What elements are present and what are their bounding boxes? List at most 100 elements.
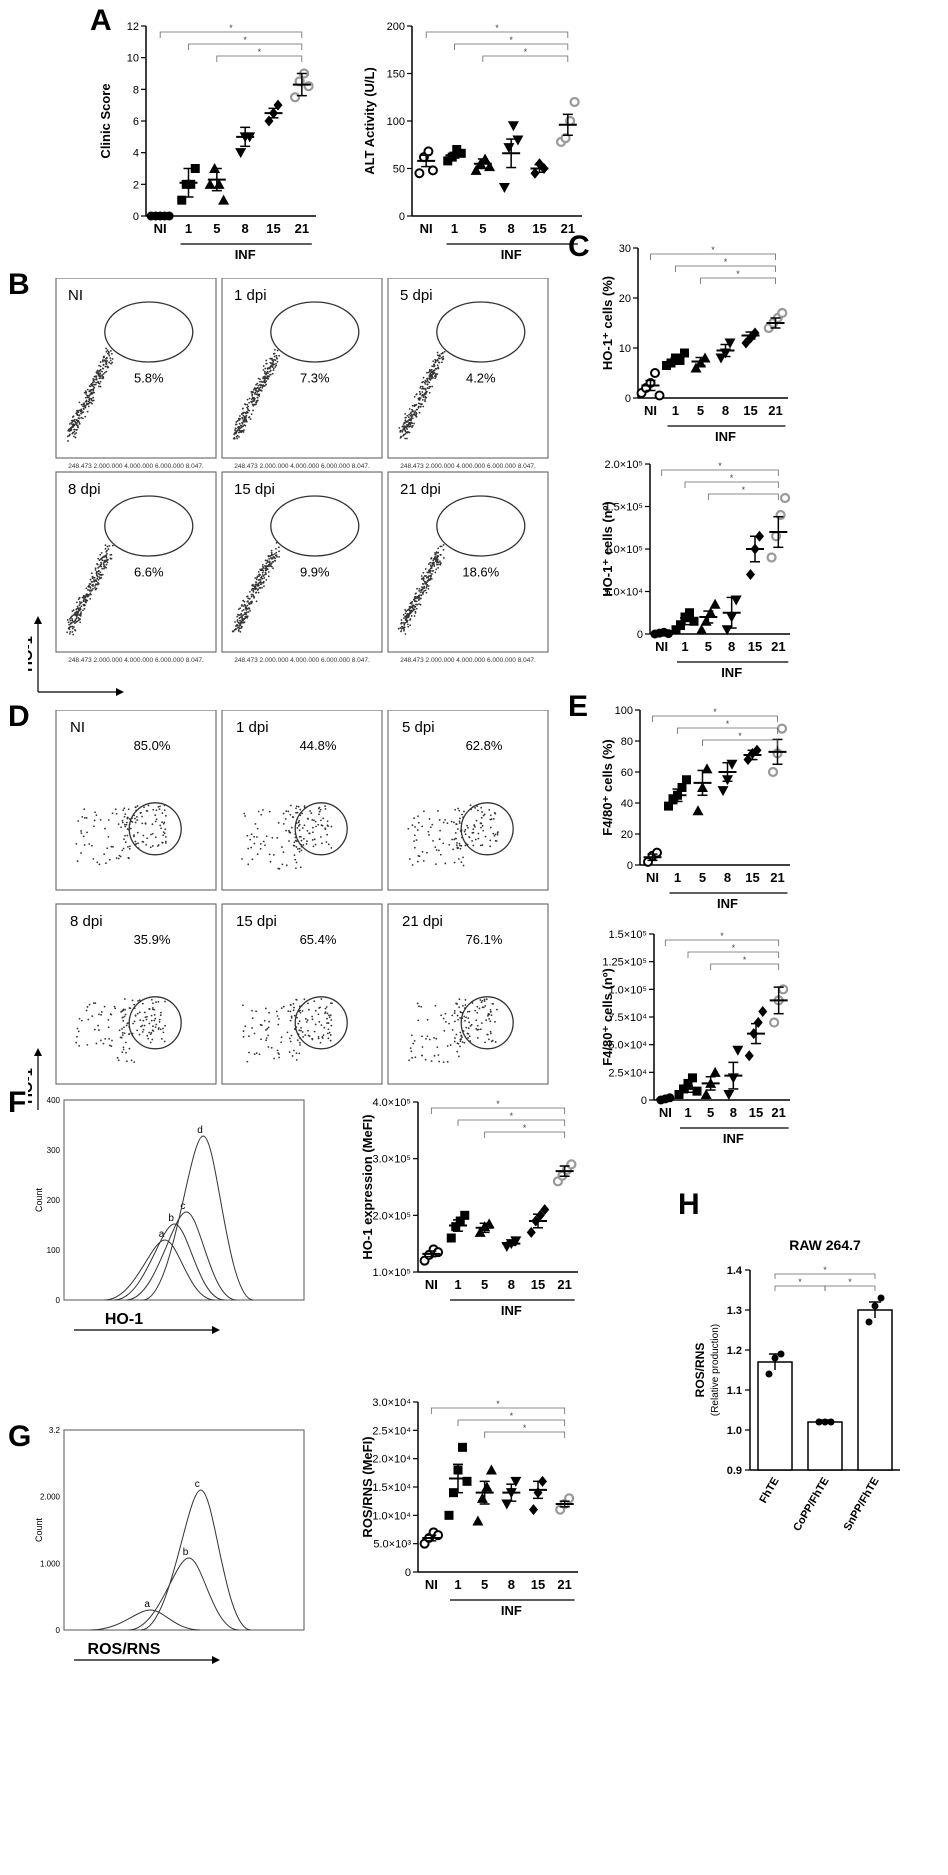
x-tick-label: 15 [749, 1105, 763, 1120]
facs-dot [126, 834, 129, 837]
group-label: INF [715, 429, 736, 444]
facs-dot [261, 571, 264, 574]
facs-dot [71, 627, 74, 630]
facs-dot [84, 390, 87, 393]
facs-dot [400, 619, 403, 621]
facs-dot [425, 591, 428, 594]
facs-dot [426, 571, 429, 574]
facs-dot [295, 846, 298, 848]
facs-dot [421, 403, 423, 405]
facs-dot [68, 632, 71, 635]
facs-dot [69, 619, 72, 622]
data-point [458, 1442, 467, 1452]
y-tick-label: 2.5×10⁴ [372, 1425, 411, 1437]
facs-dot [98, 863, 101, 866]
facs-dot [280, 1041, 283, 1044]
facs-dot [129, 845, 131, 848]
facs-dot [404, 412, 407, 415]
facs-dot [484, 1004, 487, 1007]
facs-dot [80, 1019, 83, 1022]
data-point [472, 1515, 484, 1526]
facs-dot [294, 836, 297, 839]
facs-dot [92, 378, 95, 380]
facs-percent: 85.0% [134, 738, 171, 753]
facs-dot [124, 813, 127, 816]
facs-dot [272, 369, 275, 372]
significance-bracket [700, 277, 776, 284]
facs-dot [488, 809, 491, 811]
facs-dot [83, 598, 85, 601]
bar [757, 1361, 793, 1471]
facs-dot [303, 998, 306, 1001]
facs-dot [96, 369, 99, 372]
facs-dot [324, 808, 327, 810]
facs-dot [257, 591, 260, 594]
facs-dot [407, 416, 410, 419]
facs-dot [328, 1031, 331, 1034]
facs-dot [299, 808, 302, 811]
facs-dot [133, 835, 135, 838]
facs-gate [128, 996, 182, 1050]
hist-curve [143, 1135, 254, 1301]
facs-dot [134, 1014, 137, 1017]
facs-dot [158, 1020, 161, 1023]
facs-dot [80, 408, 83, 411]
facs-dot [431, 562, 433, 564]
facs-dot [267, 554, 270, 557]
facs-dot [294, 858, 297, 861]
facs-dot [436, 358, 439, 361]
facs-dot [422, 380, 425, 383]
facs-dot [238, 436, 240, 438]
facs-dot [97, 372, 100, 375]
facs-dot [238, 608, 240, 611]
facs-dot [406, 620, 409, 623]
facs-dot [107, 548, 110, 550]
facs-dot [270, 553, 273, 556]
facs-dot [141, 822, 144, 825]
facs-dot [110, 1045, 113, 1048]
facs-dot [76, 605, 79, 608]
y-axis-label: ALT Activity (U/L) [362, 67, 377, 175]
facs-dot [298, 850, 301, 853]
facs-dot [459, 1017, 462, 1019]
facs-dot [424, 568, 427, 570]
facs-dot [66, 631, 69, 634]
facs-dot [430, 557, 432, 560]
facs-dot [269, 361, 272, 364]
facs-dot [438, 819, 441, 821]
facs-x-ticks: 248.473 2.000.000 4.000.000 6.000.000 8.… [400, 657, 536, 664]
facs-dot [402, 613, 405, 616]
facs-dot [248, 602, 250, 604]
x-tick-label: 8 [508, 221, 515, 236]
y-tick-label: 5.0×10⁴ [604, 587, 643, 599]
facs-dot [242, 411, 245, 414]
facs-dot [304, 1034, 307, 1037]
facs-dot [126, 1022, 129, 1025]
facs-dot [88, 385, 91, 387]
facs-dot [456, 1003, 459, 1005]
facs-dot [91, 399, 94, 402]
facs-dot [77, 607, 80, 610]
facs-dot [99, 380, 102, 383]
facs-dot [414, 1056, 417, 1059]
facs-dot [408, 423, 411, 426]
facs-dot [273, 363, 276, 366]
facs-dot [296, 1016, 298, 1019]
facs-dot [467, 1017, 470, 1019]
facs-dot [297, 1022, 300, 1025]
facs-dot [298, 829, 301, 832]
facs-dot [324, 1011, 327, 1014]
facs-dot [248, 607, 250, 609]
facs-dot [413, 404, 416, 406]
facs-dot [80, 412, 83, 415]
facs-x-ticks: 248.473 2.000.000 4.000.000 6.000.000 8.… [234, 657, 370, 664]
facs-dot [82, 609, 84, 612]
facs-dot [84, 396, 87, 399]
facs-dot [400, 630, 403, 632]
facs-dot [497, 831, 499, 833]
facs-dot [240, 620, 243, 623]
facs-dot [76, 620, 79, 623]
